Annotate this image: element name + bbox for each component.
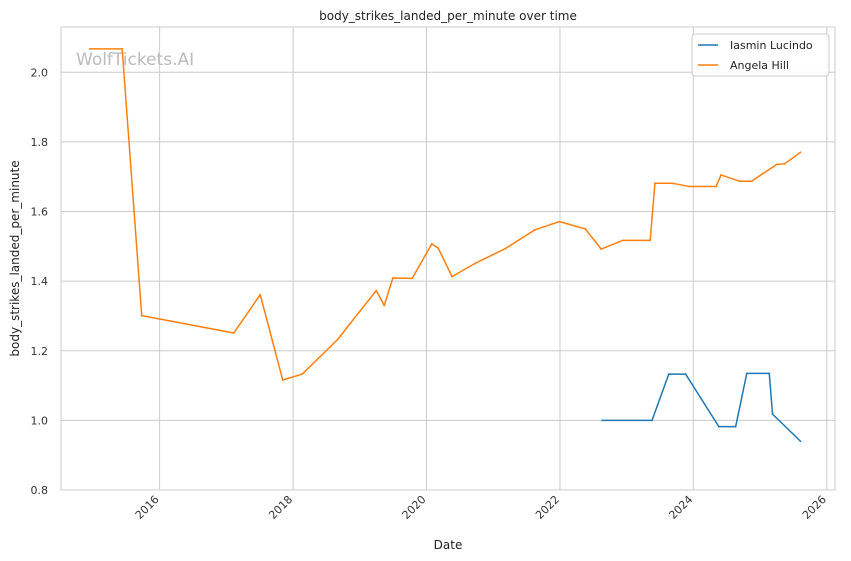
data-point-angela-hill <box>671 182 674 185</box>
data-point-angela-hill <box>504 247 507 250</box>
y-tick-label: 2.0 <box>31 66 49 79</box>
data-point-angela-hill <box>140 314 143 317</box>
grid <box>61 27 835 491</box>
data-point-angela-hill <box>232 332 235 334</box>
data-point-iasmin-lucindo <box>734 425 737 428</box>
data-point-angela-hill <box>121 48 124 50</box>
data-point-angela-hill <box>301 373 304 375</box>
data-point-angela-hill <box>688 185 691 188</box>
data-point-iasmin-lucindo <box>771 413 774 416</box>
data-point-angela-hill <box>720 174 722 176</box>
chart-title: body_strikes_landed_per_minute over time <box>319 9 577 23</box>
x-axis-label: Date <box>434 538 463 552</box>
data-point-angela-hill <box>336 338 339 341</box>
y-tick-label: 1.2 <box>31 345 49 358</box>
data-point-angela-hill <box>383 304 386 307</box>
y-tick-label: 1.6 <box>31 206 49 219</box>
data-point-angela-hill <box>783 162 786 165</box>
series-lines <box>88 48 802 443</box>
data-point-angela-hill <box>738 180 741 183</box>
data-point-angela-hill <box>437 247 440 249</box>
data-point-angela-hill <box>775 163 778 166</box>
legend: Iasmin Lucindo Angela Hill <box>691 33 830 77</box>
data-point-angela-hill <box>649 239 652 242</box>
data-point-angela-hill <box>799 151 802 154</box>
data-point-angela-hill <box>391 277 394 279</box>
data-point-iasmin-lucindo <box>799 440 802 443</box>
data-point-iasmin-lucindo <box>768 372 771 375</box>
legend-label: Iasmin Lucindo <box>730 39 813 52</box>
y-tick-label: 0.8 <box>31 484 49 497</box>
data-point-angela-hill <box>88 48 91 50</box>
watermark: WolfTickets.AI <box>76 50 194 70</box>
y-tick-label: 1.8 <box>31 136 49 149</box>
data-point-angela-hill <box>621 239 624 242</box>
data-point-iasmin-lucindo <box>717 425 720 428</box>
data-point-angela-hill <box>473 262 476 265</box>
data-point-iasmin-lucindo <box>684 373 687 375</box>
data-point-angela-hill <box>558 220 561 223</box>
data-point-angela-hill <box>533 229 536 231</box>
data-point-angela-hill <box>451 275 453 278</box>
data-point-iasmin-lucindo <box>745 372 748 375</box>
data-point-iasmin-lucindo <box>667 373 670 375</box>
y-tick-label: 1.4 <box>31 275 49 288</box>
y-tick-label: 1.0 <box>31 414 49 427</box>
plot-frame <box>60 26 836 491</box>
data-point-angela-hill <box>430 242 433 245</box>
data-point-iasmin-lucindo <box>651 419 653 422</box>
data-point-angela-hill <box>654 182 656 185</box>
data-point-angela-hill <box>715 185 718 188</box>
data-point-angela-hill <box>750 180 753 183</box>
data-point-angela-hill <box>584 228 587 230</box>
y-axis-label: body_strikes_landed_per_minute <box>8 160 22 356</box>
data-point-angela-hill <box>411 277 414 280</box>
data-point-angela-hill <box>375 289 378 292</box>
series-line-iasmin-lucindo <box>602 372 802 442</box>
data-point-angela-hill <box>259 293 262 296</box>
legend-label: Angela Hill <box>730 59 789 72</box>
data-point-angela-hill <box>281 379 284 381</box>
data-point-angela-hill <box>600 248 603 251</box>
data-point-iasmin-lucindo <box>601 419 604 422</box>
legend-box <box>691 33 830 77</box>
